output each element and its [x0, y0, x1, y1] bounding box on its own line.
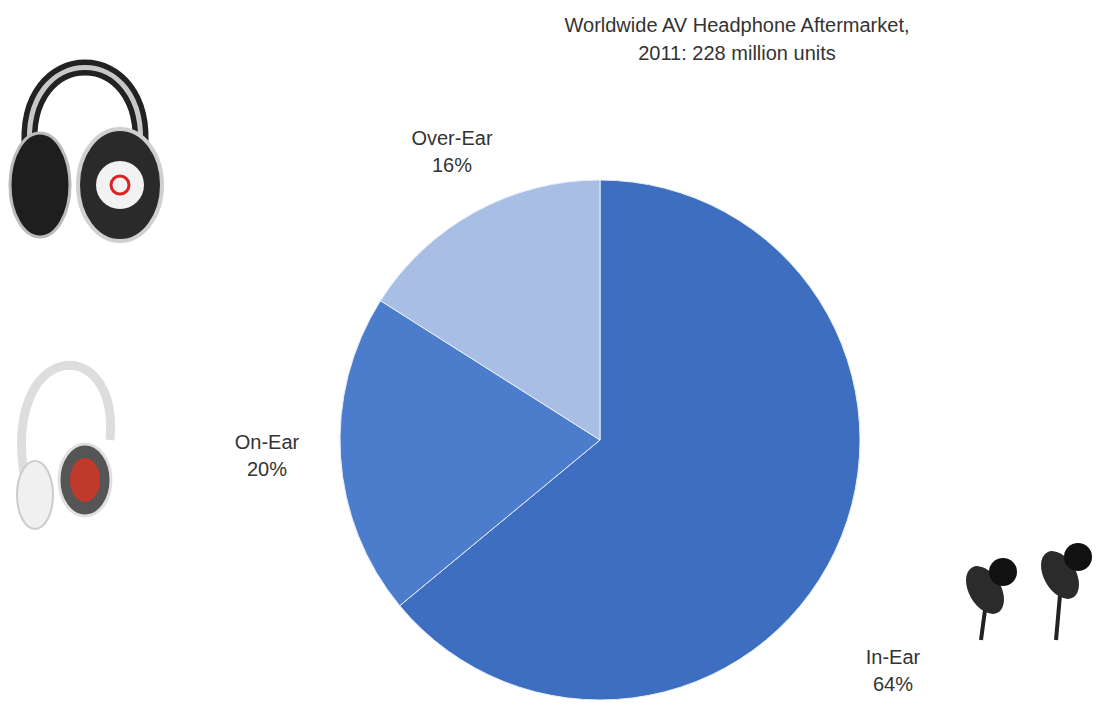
- in-ear-icon: [958, 543, 1092, 640]
- icon-cable: [981, 610, 985, 640]
- icon-cable: [1056, 595, 1060, 640]
- icon-logo: [111, 176, 129, 194]
- title: Worldwide AV Headphone Aftermarket, 2011:…: [565, 14, 910, 64]
- category-label: Over-Ear: [411, 127, 492, 149]
- value-label: 64%: [873, 673, 913, 695]
- value-label: 20%: [247, 458, 287, 480]
- icon-cup: [78, 129, 162, 241]
- category-label: On-Ear: [235, 431, 300, 453]
- chart: Worldwide AV Headphone Aftermarket, 2011:…: [0, 0, 1115, 710]
- over-ear-icon: [10, 68, 162, 242]
- icon-cup: [59, 444, 111, 516]
- icon-cup-center: [70, 458, 100, 502]
- icon-tip: [1064, 543, 1092, 571]
- category-label: In-Ear: [866, 646, 921, 668]
- title-line: 2011: 228 million units: [638, 42, 836, 64]
- icon-cup-center: [96, 161, 144, 209]
- icon-cup: [17, 461, 53, 529]
- title-line: Worldwide AV Headphone Aftermarket,: [565, 14, 910, 36]
- labels: In-Ear 64% On-Ear 20% Over-Ear 16%: [235, 127, 921, 695]
- value-label: 16%: [432, 154, 472, 176]
- slice: [380, 180, 600, 440]
- icon-cup: [10, 133, 70, 237]
- icon-tip: [989, 558, 1017, 586]
- pie: [340, 180, 860, 700]
- on-ear-icon: [17, 365, 111, 529]
